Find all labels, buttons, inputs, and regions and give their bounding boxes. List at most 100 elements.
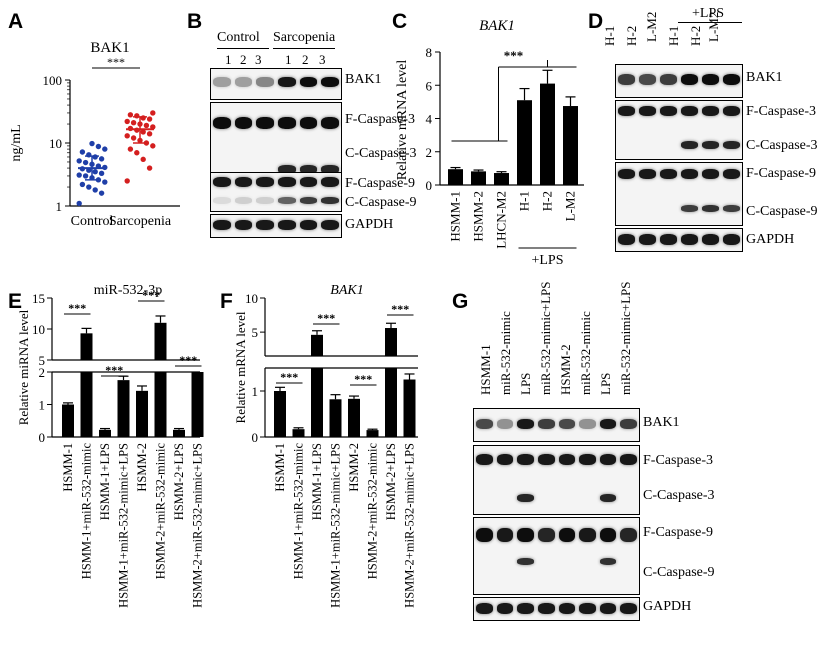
significance-stars: *** xyxy=(142,288,160,302)
x-tick-label: L-M2 xyxy=(563,191,578,221)
blot-band xyxy=(618,106,635,116)
significance-stars: *** xyxy=(354,372,372,386)
blot-band xyxy=(496,528,514,542)
significance-stars: *** xyxy=(504,48,524,63)
bar-lower-segment xyxy=(311,368,323,437)
blot-band xyxy=(476,419,493,429)
blot-band xyxy=(599,419,617,429)
blot-band xyxy=(476,454,493,465)
lane-label: L-M2 xyxy=(644,11,659,42)
scatter-point xyxy=(134,150,140,156)
blot-band xyxy=(496,603,514,614)
scatter-point xyxy=(79,149,86,155)
bar-lower-segment xyxy=(80,372,93,437)
blot-band xyxy=(321,220,339,230)
scatter-point xyxy=(92,169,98,175)
y-axis-label: Relative mRNA level xyxy=(233,311,248,423)
blot-band xyxy=(213,77,231,87)
x-tick-label: Sarcopenia xyxy=(109,214,172,229)
lps-group-label: +LPS xyxy=(692,6,725,21)
scatter-point xyxy=(89,140,95,147)
bar xyxy=(136,390,148,437)
panel-letter-g: G xyxy=(452,290,469,313)
bar xyxy=(517,100,532,185)
chart-title: miR-532-3p xyxy=(94,283,162,298)
lane-label: LPS xyxy=(598,372,613,395)
x-tick-label: HSMM-1+miR-532-mimic xyxy=(80,443,94,580)
y-tick-label: 1 xyxy=(56,199,63,214)
scatter-point xyxy=(102,179,108,185)
blot-band xyxy=(558,419,576,429)
lane-label: H-1 xyxy=(666,25,681,46)
scatter-point xyxy=(146,116,153,122)
scatter-point xyxy=(76,158,82,164)
bar xyxy=(274,391,286,437)
panel-letter-d: D xyxy=(588,10,604,33)
blot-band xyxy=(599,603,617,614)
x-tick-label: HSMM-1+miR-532-mimic+LPS xyxy=(329,443,343,608)
blot-band xyxy=(321,177,339,187)
panel-letter-c: C xyxy=(392,10,408,33)
blot-band xyxy=(537,419,555,429)
blot-gapdh xyxy=(210,214,342,238)
blot-band xyxy=(702,74,719,85)
lane-label: miR-532-mimic xyxy=(578,311,593,395)
x-tick-label: HSMM-2 xyxy=(471,191,486,242)
blot-gapdh xyxy=(473,597,640,621)
bar xyxy=(117,380,130,437)
scatter-point xyxy=(140,129,146,135)
x-tick-label: Control xyxy=(71,214,114,229)
x-tick-label: HSMM-2+LPS xyxy=(384,443,398,520)
band-label-bak1: BAK1 xyxy=(643,415,680,430)
control-group-label: Control xyxy=(217,30,260,45)
band-label-c-caspase-3: C-Caspase-3 xyxy=(345,146,417,161)
blot-band xyxy=(234,220,253,230)
blot-band xyxy=(278,117,296,129)
blot-band xyxy=(639,169,656,179)
band-label-c-caspase-9: C-Caspase-9 xyxy=(643,565,715,580)
lane-number: 1 xyxy=(285,52,292,67)
scatter-point xyxy=(150,143,156,149)
blot-band xyxy=(702,141,719,149)
scatter-point xyxy=(76,200,82,207)
y-tick-label: 10 xyxy=(49,136,62,151)
bar xyxy=(311,334,323,356)
blot-band xyxy=(234,117,253,129)
blot-band xyxy=(517,603,534,614)
lane-label: miR-532-mimic+LPS xyxy=(618,281,633,395)
bar xyxy=(173,429,185,437)
blot-band xyxy=(321,197,339,204)
lane-number: 3 xyxy=(319,52,326,67)
blot-band xyxy=(723,205,740,212)
blot-band xyxy=(321,165,339,174)
significance-stars: *** xyxy=(105,363,123,377)
scatter-point xyxy=(150,124,156,130)
y-tick-label: 4 xyxy=(426,112,433,127)
bar xyxy=(80,333,93,360)
blot-caspase-9 xyxy=(615,162,743,226)
blot-band xyxy=(537,603,555,614)
lps-group-label: +LPS xyxy=(531,253,563,268)
blot-band xyxy=(517,558,534,565)
blot-band xyxy=(579,454,596,465)
band-label-c-caspase-3: C-Caspase-3 xyxy=(643,488,715,503)
blot-band xyxy=(620,528,637,542)
x-tick-label: HSMM-1+miR-532-mimic xyxy=(292,443,306,580)
y-tick-label: 0 xyxy=(426,178,433,193)
bar xyxy=(540,83,555,185)
scatter-point xyxy=(124,118,130,125)
blot-caspase-3 xyxy=(615,100,743,160)
significance-stars: *** xyxy=(280,370,298,384)
band-label-f-caspase-3: F-Caspase-3 xyxy=(345,112,415,127)
blot-band xyxy=(234,197,253,204)
band-label-gapdh: GAPDH xyxy=(643,599,692,614)
blot-band xyxy=(299,220,318,230)
control-group-line xyxy=(217,48,269,49)
panel-d-western-blot: +LPS H-1 H-2 L-M2 H-1 H-2 L-M2 BAK1 F-Caspase-… xyxy=(602,6,818,252)
blot-band xyxy=(476,603,493,614)
blot-band xyxy=(681,106,698,116)
blot-bak1 xyxy=(473,408,640,442)
band-label-bak1: BAK1 xyxy=(345,72,382,87)
band-label-f-caspase-9: F-Caspase-9 xyxy=(643,525,713,540)
blot-band xyxy=(639,106,656,116)
